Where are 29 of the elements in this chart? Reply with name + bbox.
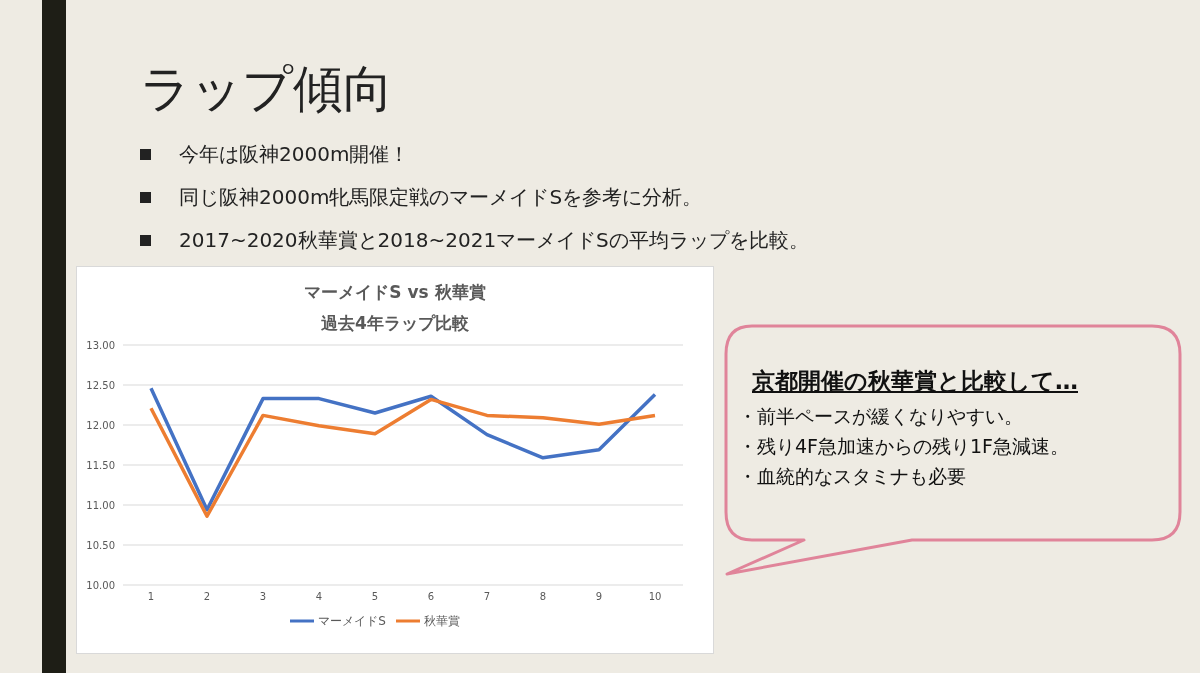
y-tick-label: 10.50	[86, 539, 115, 551]
chart-title: マーメイドS vs 秋華賞	[303, 281, 487, 304]
x-tick-label: 2	[203, 591, 211, 603]
text: 2017~2020秋華賞と2018~2021マーメイドSの平均ラップを比較。	[179, 227, 809, 254]
x-tick-label: 7	[483, 591, 491, 603]
text: ラップ傾向	[140, 59, 393, 120]
y-tick-label: 12.00	[86, 419, 115, 431]
text: ・前半ペースが緩くなりやすい。	[738, 404, 1023, 429]
y-tick-label: 11.50	[86, 459, 115, 471]
y-tick-label: 12.50	[86, 379, 115, 391]
x-tick-label: 3	[259, 591, 267, 603]
text: 同じ阪神2000m牝馬限定戦のマーメイドSを参考に分析。	[179, 184, 703, 211]
x-tick-label: 4	[315, 591, 323, 603]
x-tick-label: 6	[427, 591, 435, 603]
text: ・残り4F急加速からの残り1F急減速。	[738, 434, 1070, 459]
y-tick-label: 11.00	[86, 499, 115, 511]
text: 京都開催の秋華賞と比較して…	[752, 367, 1078, 396]
y-tick-label: 13.00	[86, 339, 115, 351]
x-tick-label: 5	[371, 591, 379, 603]
x-tick-label: 9	[595, 591, 603, 603]
text: ・血統的なスタミナも必要	[738, 464, 966, 489]
x-tick-label: 10	[648, 591, 662, 603]
text: 今年は阪神2000m開催！	[179, 141, 410, 168]
x-tick-label: 8	[539, 591, 547, 603]
chart-subtitle: 過去4年ラップ比較	[320, 312, 470, 335]
x-tick-label: 1	[147, 591, 155, 603]
legend-label: マーメイドS	[318, 613, 386, 628]
y-tick-label: 10.00	[86, 579, 115, 591]
legend-label: 秋華賞	[423, 613, 460, 628]
